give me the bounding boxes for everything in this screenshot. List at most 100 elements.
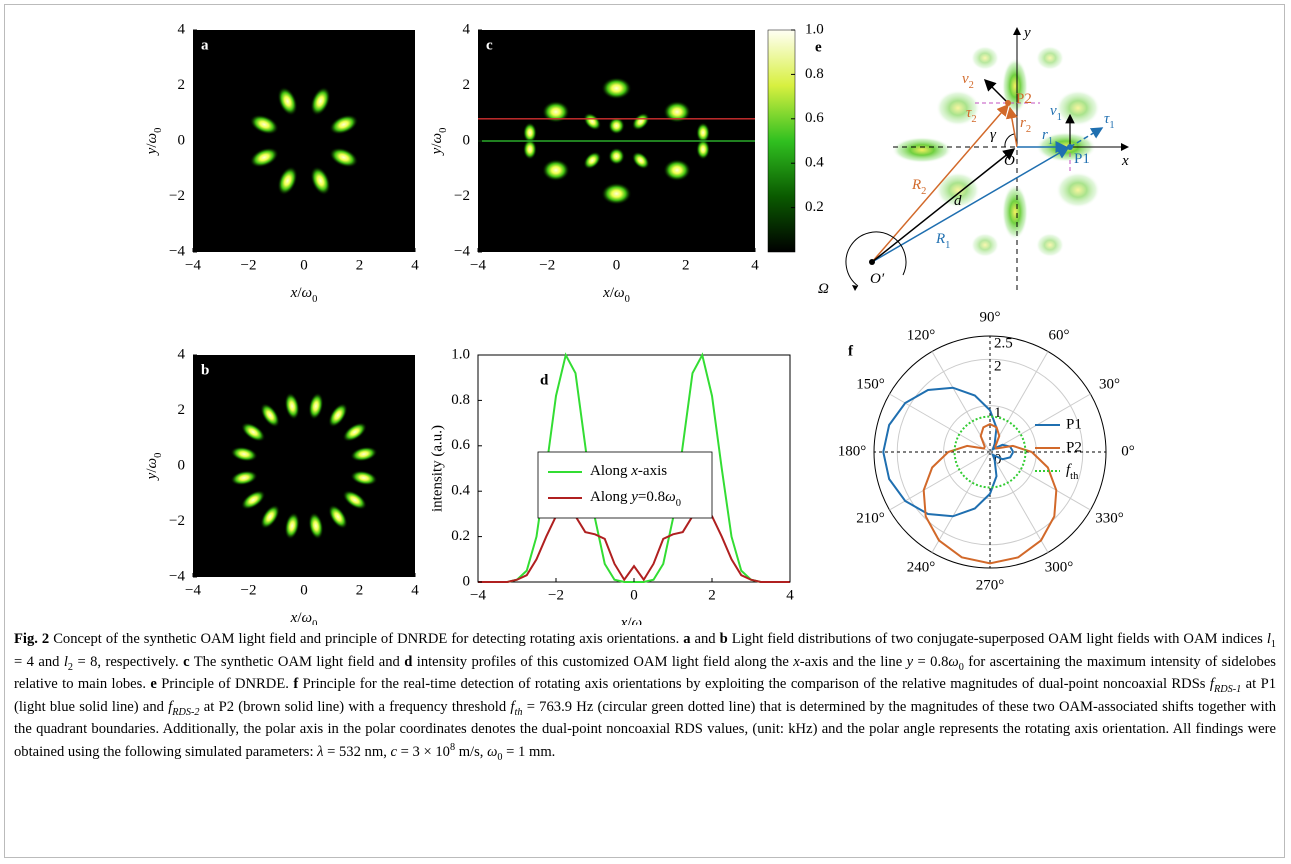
point-P2 [1005, 100, 1011, 106]
x-axis-label: x/ω0 [620, 615, 648, 625]
caption-run: a [683, 631, 690, 647]
text-run: 1 [1057, 112, 1062, 123]
text-run: =0.8 [638, 489, 665, 505]
intensity-lobe [523, 139, 537, 160]
text-run: 0 [676, 498, 681, 509]
caption-run: m/s, [455, 744, 487, 760]
theta-tick-label: 210° [856, 510, 885, 526]
diagram-label: τ1 [1104, 111, 1115, 130]
text-run: Along [590, 489, 631, 505]
text-run: 2 [921, 186, 926, 197]
diagram-label: y [1022, 25, 1031, 41]
x-tick-label: 2 [682, 257, 690, 273]
heatmap-image [193, 30, 415, 252]
y-tick-label: 0 [463, 573, 471, 589]
x-axis-label: x/ω0 [290, 610, 318, 625]
r-tick-label: 2.5 [994, 335, 1013, 351]
text-run: 2 [1026, 124, 1031, 135]
x-tick-label: −4 [470, 587, 486, 603]
intensity-lobe [542, 101, 570, 123]
panel-label: f [848, 343, 854, 359]
x-tick-label: 2 [356, 582, 364, 598]
caption-run: ω [487, 744, 497, 760]
caption-run: RDS-1 [1214, 684, 1241, 695]
diagram-label: O′ [870, 271, 885, 287]
text-run: y [629, 489, 638, 505]
x-tick-label: 0 [300, 582, 308, 598]
colorbar [768, 30, 795, 252]
y-tick-label: 0.4 [451, 483, 470, 499]
intensity-lobe [542, 159, 570, 181]
legend-label: P1 [1066, 416, 1082, 432]
y-axis-label: y/ω0 [429, 128, 448, 157]
y-tick-label: 0 [463, 132, 471, 148]
figure-panels: e y x O O′ P1 P2 R2 R1 d r1 r2 v1 v2 τ1 … [0, 0, 1291, 625]
caption-run: = 3 × 10 [397, 744, 450, 760]
text-run: ω [614, 285, 625, 301]
heatmap-image [193, 355, 415, 577]
diagram-label: d [954, 193, 962, 209]
caption-run: ω [948, 654, 958, 670]
heatmap-background [193, 355, 415, 577]
text-run: 2 [971, 114, 976, 125]
text-run: Ω [818, 281, 829, 297]
text-run: d [954, 193, 962, 209]
text-run: R [911, 177, 921, 193]
theta-grid [990, 452, 1048, 552]
x-axis-label: x/ω0 [602, 285, 630, 304]
text-run: O′ [870, 271, 885, 287]
caption-run: -axis and the line [800, 654, 907, 670]
caption-run: intensity profiles of this customized OA… [412, 654, 793, 670]
text-run: ω [302, 285, 313, 301]
text-run: 0 [153, 128, 164, 133]
diagram-label: γ [990, 127, 997, 143]
intensity-lobe [663, 101, 691, 123]
text-run: y [144, 147, 160, 156]
intensity-lobe [608, 148, 625, 165]
y-tick-label: 0.2 [451, 528, 470, 544]
text-run: R [935, 231, 945, 247]
text-run: 1 [1109, 120, 1114, 131]
text-run: th [1070, 471, 1079, 482]
x-tick-label: −4 [185, 582, 201, 598]
x-tick-label: −4 [185, 257, 201, 273]
legend [538, 452, 712, 518]
caption-run: = 4 and [14, 654, 64, 670]
panel-label: b [201, 362, 209, 378]
caption-run: RDS-2 [172, 707, 199, 718]
colorbar-tick-label: 0.6 [805, 110, 824, 126]
caption-run: The synthetic OAM light field and [190, 654, 405, 670]
text-run: y [144, 472, 160, 481]
text-run: 0 [642, 624, 647, 625]
y-tick-label: −4 [454, 243, 470, 259]
colorbar-tick-label: 0.2 [805, 199, 824, 215]
panel-label: a [201, 37, 209, 53]
x-tick-label: 4 [751, 257, 759, 273]
r-tick-label: 2 [994, 359, 1002, 375]
y-tick-label: −2 [454, 188, 470, 204]
intensity-lobe [608, 117, 625, 134]
panel-label: e [815, 39, 822, 55]
text-run: ω [632, 615, 643, 625]
text-run: 0 [153, 453, 164, 458]
text-run: ω [302, 610, 313, 625]
caption-run: Principle for the real-time detection of… [298, 676, 1210, 692]
y-tick-label: 4 [178, 346, 186, 362]
diagram-label: R2 [911, 177, 926, 196]
y-tick-label: −4 [169, 568, 185, 584]
caption-run: and [691, 631, 720, 647]
theta-tick-label: 60° [1049, 327, 1070, 343]
y-tick-label: 4 [178, 21, 186, 37]
caption-run: b [720, 631, 728, 647]
point-P1 [1067, 144, 1073, 150]
diagram-label: Ω [818, 281, 829, 297]
colorbar-tick-label: 0.4 [805, 155, 824, 171]
caption-run: = 8, respectively. [73, 654, 183, 670]
theta-tick-label: 330° [1095, 510, 1124, 526]
text-run: 1 [1048, 136, 1053, 147]
y-tick-label: 2 [178, 402, 186, 418]
y-axis-label: y/ω0 [144, 453, 163, 482]
text-run: 0 [312, 294, 317, 305]
panel-label: c [486, 37, 493, 53]
caption: Fig. 2 Concept of the synthetic OAM ligh… [14, 628, 1276, 764]
